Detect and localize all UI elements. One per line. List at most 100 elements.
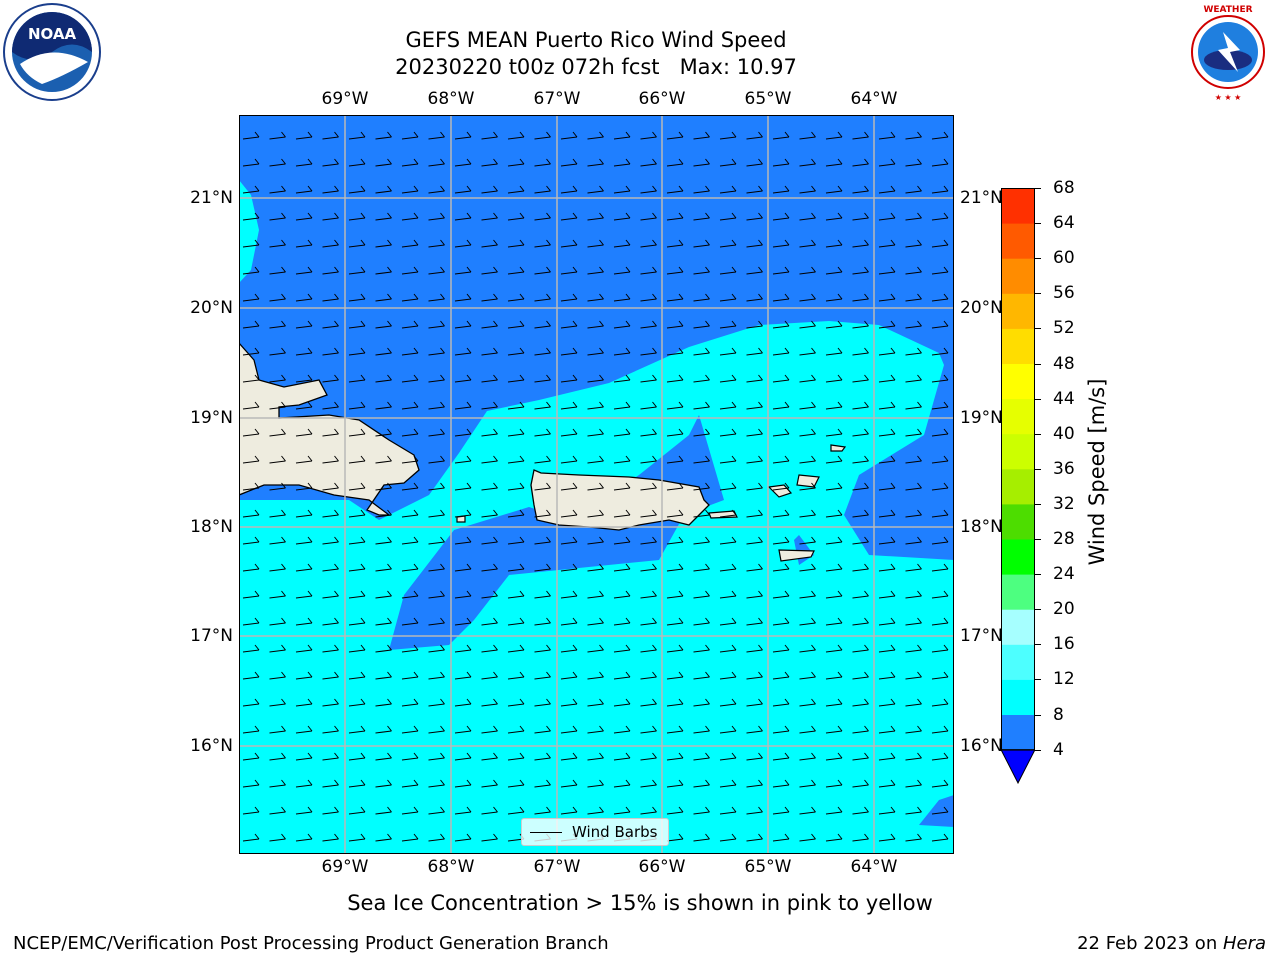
wind-barb xyxy=(746,725,763,734)
wind-barb xyxy=(348,671,366,680)
wind-barb xyxy=(295,320,313,329)
wind-barb xyxy=(401,212,419,221)
wind-barb xyxy=(931,455,949,464)
wind-barb xyxy=(825,536,843,545)
wind-barb xyxy=(481,293,498,302)
wind-barb xyxy=(481,563,498,572)
wind-barb xyxy=(481,617,498,626)
wind-barb xyxy=(878,590,896,599)
left-lat-label-0: 21°N xyxy=(190,188,233,208)
wind-barb xyxy=(719,590,737,599)
wind-barb xyxy=(693,185,710,194)
wind-barb xyxy=(428,482,445,491)
wind-barb xyxy=(613,293,631,302)
wind-barb xyxy=(242,698,260,707)
wind-barb xyxy=(746,131,763,140)
wind-barb xyxy=(931,266,949,275)
wind-barb xyxy=(640,239,657,248)
wind-barb xyxy=(560,401,578,410)
wind-barb xyxy=(878,779,896,788)
colorbar-segment-4 xyxy=(1001,574,1035,610)
wind-barb xyxy=(454,320,472,329)
wind-barb xyxy=(269,617,286,626)
wind-barb xyxy=(693,320,710,329)
wind-barb xyxy=(322,239,339,248)
wind-barb xyxy=(454,482,472,491)
wind-barb xyxy=(348,428,366,437)
wind-barb xyxy=(534,563,551,572)
wind-barb xyxy=(931,833,949,842)
wind-barb xyxy=(348,752,366,761)
wind-barb xyxy=(322,131,339,140)
chart-title-line2: 20230220 t00z 072h fcst Max: 10.97 xyxy=(395,55,797,79)
wind-barb xyxy=(613,158,631,167)
wind-barb xyxy=(454,158,472,167)
wind-barb xyxy=(719,212,737,221)
wind-barb xyxy=(481,455,498,464)
wind-barb xyxy=(852,617,869,626)
wind-barb xyxy=(772,347,790,356)
wind-barb xyxy=(348,212,366,221)
wind-barb xyxy=(375,563,392,572)
wind-barb xyxy=(772,509,790,518)
wind-barb xyxy=(666,320,684,329)
wind-barb xyxy=(322,563,339,572)
wind-barb xyxy=(878,374,896,383)
wind-barb xyxy=(375,536,392,545)
wind-barbs xyxy=(242,131,949,842)
wind-barb xyxy=(931,212,949,221)
wind-barb xyxy=(746,536,763,545)
wind-barb xyxy=(295,455,313,464)
wind-barb xyxy=(905,509,922,518)
wind-barb xyxy=(242,779,260,788)
wind-barb xyxy=(666,563,684,572)
wind-barb xyxy=(931,806,949,815)
wind-barb xyxy=(428,428,445,437)
wind-barb xyxy=(640,185,657,194)
wind-barb xyxy=(428,752,445,761)
wind-barb xyxy=(772,131,790,140)
wind-barb xyxy=(905,374,922,383)
wind-barb xyxy=(799,212,816,221)
wind-barb xyxy=(348,185,366,194)
wind-barb xyxy=(666,509,684,518)
wind-barb xyxy=(401,455,419,464)
wind-barb xyxy=(746,374,763,383)
wind-barb xyxy=(428,401,445,410)
wind-barb xyxy=(507,590,525,599)
wind-barb xyxy=(375,752,392,761)
wind-barb xyxy=(242,590,260,599)
wind-barb xyxy=(534,779,551,788)
wind-barb xyxy=(746,401,763,410)
wind-barb xyxy=(507,293,525,302)
wind-barb xyxy=(905,563,922,572)
wind-barb xyxy=(322,725,339,734)
wind-barb xyxy=(666,806,684,815)
wind-barb xyxy=(428,644,445,653)
wind-barb xyxy=(587,590,604,599)
wind-barb xyxy=(375,644,392,653)
wind-barb xyxy=(534,752,551,761)
left-lat-label-4: 17°N xyxy=(190,626,233,646)
wind-barb xyxy=(746,752,763,761)
wind-barb xyxy=(878,536,896,545)
wind-barb xyxy=(428,563,445,572)
wind-barb xyxy=(852,806,869,815)
wind-barb xyxy=(852,158,869,167)
wind-barb xyxy=(693,833,710,842)
wind-barb xyxy=(772,644,790,653)
wind-barb xyxy=(825,752,843,761)
wind-barb xyxy=(852,131,869,140)
wind-barb xyxy=(295,590,313,599)
wind-barb xyxy=(905,293,922,302)
wind-barb xyxy=(905,833,922,842)
wind-barb xyxy=(322,401,339,410)
wind-barb xyxy=(772,833,790,842)
noaa-logo: NOAA xyxy=(2,2,102,102)
wind-barb xyxy=(613,482,631,491)
wind-barb xyxy=(587,725,604,734)
wind-barb xyxy=(507,671,525,680)
wind-barb xyxy=(693,347,710,356)
wind-barb xyxy=(613,401,631,410)
wind-barb xyxy=(454,293,472,302)
